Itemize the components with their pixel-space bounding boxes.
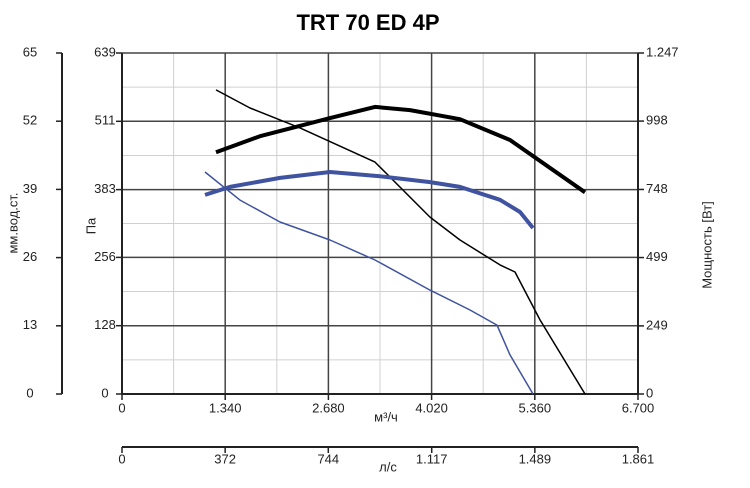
y3-axis-label: мм.вод.ст. (5, 192, 20, 253)
x2-tick-label: 744 (317, 451, 339, 466)
x-tick-label: 6.700 (622, 400, 655, 415)
y3-tick-label: 26 (23, 249, 37, 264)
x2-tick-label: 1.489 (519, 451, 552, 466)
chart-title: TRT 70 ED 4P (296, 10, 439, 35)
x-tick-label: 1.340 (209, 400, 242, 415)
x-tick-label: 2.680 (312, 400, 345, 415)
y2-axis-label: Мощность [Вт] (699, 201, 714, 289)
y-tick-label: 256 (94, 249, 116, 264)
x2-tick-label: 372 (214, 451, 236, 466)
y-axis-label: Па (83, 217, 98, 234)
y2-tick-label: 998 (646, 113, 668, 128)
y2-tick-label: 748 (646, 181, 668, 196)
y3-tick-label: 39 (23, 181, 37, 196)
y3-tick-label: 0 (26, 385, 33, 400)
y2-tick-label: 1.247 (646, 44, 679, 59)
y3-tick-label: 13 (23, 317, 37, 332)
x-axis-label: м³/ч (374, 409, 398, 424)
y3-tick-label: 52 (23, 113, 37, 128)
series-line (204, 171, 534, 395)
x-tick-label: 0 (118, 400, 125, 415)
y-tick-label: 0 (101, 385, 108, 400)
series-line (215, 104, 587, 194)
y2-tick-label: 249 (646, 317, 668, 332)
series-line (204, 170, 535, 230)
y2-tick-label: 499 (646, 249, 668, 264)
series-line (215, 89, 586, 395)
y2-tick-label: 0 (646, 385, 653, 400)
x2-axis-label: л/с (379, 459, 397, 474)
y3-tick-label: 65 (23, 44, 37, 59)
x2-tick-label: 1.861 (622, 451, 655, 466)
y-tick-label: 511 (95, 113, 116, 128)
x-tick-label: 4.020 (415, 400, 448, 415)
y-tick-label: 639 (94, 44, 116, 59)
x-tick-label: 5.360 (519, 400, 552, 415)
x2-tick-label: 1.117 (416, 451, 448, 466)
x2-tick-label: 0 (118, 451, 125, 466)
y-tick-label: 128 (94, 317, 116, 332)
y-tick-label: 383 (94, 181, 116, 196)
